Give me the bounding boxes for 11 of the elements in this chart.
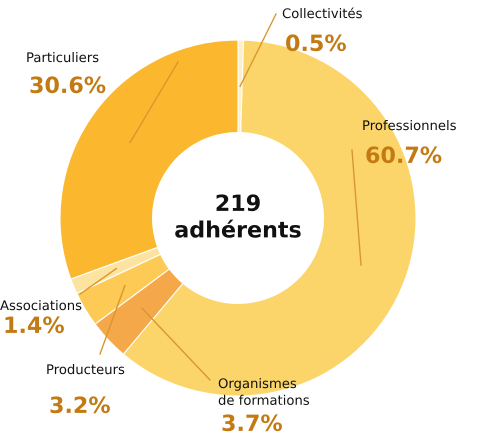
data-label: 3.7% — [222, 414, 282, 432]
data-label: 30.6% — [30, 76, 106, 94]
slice-label: Associations — [0, 300, 82, 310]
data-label: 3.2% — [50, 396, 110, 414]
slice-label: Organismes de formations — [218, 378, 310, 405]
slice-label: Collectivités — [282, 7, 362, 18]
data-label: 0.5% — [286, 34, 346, 52]
data-label: 1.4% — [6, 316, 64, 334]
slice-label: Producteurs — [47, 364, 124, 374]
text: 219 adhérents — [175, 194, 301, 238]
slice-label: Particuliers — [27, 52, 98, 62]
